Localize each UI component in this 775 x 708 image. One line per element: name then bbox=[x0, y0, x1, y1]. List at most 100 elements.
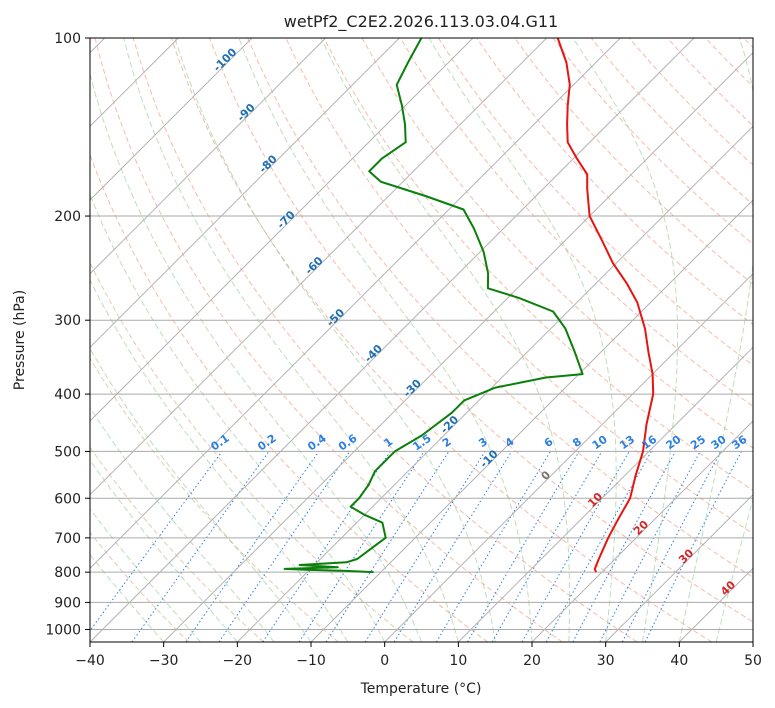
moist-adiabat bbox=[174, 38, 496, 642]
x-tick-label: 10 bbox=[449, 653, 467, 669]
y-tick-label: 800 bbox=[54, 565, 81, 581]
mixing-ratio-label: 13 bbox=[617, 433, 637, 452]
mixing-ratio-label: 0.2 bbox=[255, 432, 278, 454]
moist-adiabat bbox=[90, 347, 312, 642]
isotherm-label: -10 bbox=[477, 447, 500, 470]
mixing-ratio-label: 3 bbox=[476, 435, 490, 450]
dry-adiabat bbox=[132, 38, 638, 642]
y-tick-label: 600 bbox=[54, 491, 81, 507]
isotherm-label: -50 bbox=[324, 306, 347, 329]
y-tick-label: 400 bbox=[54, 387, 81, 403]
mixing-ratio-label: 10 bbox=[590, 433, 610, 453]
dry-adiabat bbox=[323, 38, 753, 492]
moist-adiabat bbox=[678, 38, 753, 642]
isotherm-gridline bbox=[90, 38, 474, 422]
mixing-ratio-line bbox=[545, 451, 652, 642]
moist-adiabat bbox=[715, 497, 753, 642]
isotherm-gridline bbox=[90, 38, 400, 349]
mixing-ratio-label: 25 bbox=[688, 433, 708, 452]
isotherm-gridline bbox=[90, 38, 621, 570]
isotherm-label: -60 bbox=[302, 254, 325, 277]
mixing-ratio-label: 0.4 bbox=[305, 431, 329, 453]
profile-lines bbox=[283, 38, 655, 574]
dewpoint-profile bbox=[283, 38, 584, 574]
isotherm-gridline bbox=[310, 199, 753, 642]
plot-frame bbox=[89, 37, 754, 643]
moist-adiabat bbox=[90, 406, 275, 642]
mixing-ratio-label: 20 bbox=[663, 433, 683, 453]
moist-adiabat bbox=[90, 278, 349, 642]
isotherm-gridline bbox=[457, 346, 753, 642]
mixing-ratio-line bbox=[572, 451, 676, 642]
y-tick-label: 700 bbox=[54, 531, 81, 547]
dry-adiabat bbox=[170, 38, 712, 642]
mixing-ratio-line bbox=[521, 451, 630, 642]
x-tick-label: −10 bbox=[296, 653, 326, 669]
mixing-ratio-line bbox=[435, 451, 552, 642]
mixing-ratio-label: 1 bbox=[382, 435, 396, 450]
mixing-ratio-line bbox=[298, 451, 425, 642]
mixing-ratio-line bbox=[218, 451, 351, 642]
y-tick-label: 1000 bbox=[45, 622, 81, 638]
positive-isotherm-label: 10 bbox=[585, 490, 605, 510]
positive-isotherm-label: 40 bbox=[718, 578, 738, 598]
isotherm-label: -80 bbox=[257, 152, 280, 175]
gridlines bbox=[90, 38, 753, 642]
isotherm-gridline bbox=[752, 641, 753, 642]
temperature-profile bbox=[556, 38, 655, 573]
isotherm-gridline bbox=[90, 38, 327, 275]
dry-adiabat bbox=[437, 38, 753, 366]
dry-adiabat bbox=[399, 38, 753, 408]
moist-adiabat bbox=[238, 38, 533, 642]
mixing-ratio-line bbox=[393, 451, 513, 642]
isotherm-gridline bbox=[384, 272, 753, 642]
dry-adiabat bbox=[743, 38, 753, 49]
isotherm-gridline bbox=[678, 567, 753, 642]
x-tick-label: −30 bbox=[149, 653, 179, 669]
line-labels: 0.1 0.2 0.4 0.6 1 1.5 2 3 4 6 8 10 13 16 20 25 30 36-100-… bbox=[208, 45, 749, 598]
isotherm-label: -100 bbox=[211, 45, 240, 74]
moist-adiabat bbox=[90, 72, 422, 642]
background-lines bbox=[90, 38, 753, 642]
dry-adiabat bbox=[90, 446, 264, 642]
isotherm-gridline bbox=[605, 493, 753, 642]
y-axis-title: Pressure (hPa) bbox=[12, 290, 28, 390]
mixing-ratio-line bbox=[325, 451, 450, 642]
isotherm-gridline bbox=[236, 125, 753, 642]
mixing-ratio-label: 1.5 bbox=[410, 432, 433, 454]
moist-adiabat bbox=[320, 38, 570, 642]
dry-adiabat bbox=[247, 38, 753, 578]
dry-adiabat bbox=[94, 38, 563, 642]
y-tick-label: 900 bbox=[54, 595, 81, 611]
mixing-ratio-label: 0.1 bbox=[208, 432, 231, 454]
moist-adiabat bbox=[123, 38, 459, 642]
isotherm-label: -40 bbox=[362, 342, 385, 365]
isotherm-gridline bbox=[531, 420, 753, 642]
positive-isotherm-label: 20 bbox=[631, 518, 651, 538]
isotherm-gridline bbox=[90, 38, 548, 496]
x-axis: −40 −30 −20 −10 0 10 20 30 40 50 bbox=[75, 642, 762, 669]
moist-adiabat bbox=[572, 38, 678, 642]
moist-adiabat bbox=[90, 459, 238, 642]
moist-adiabat bbox=[90, 507, 201, 642]
mixing-ratio-line bbox=[621, 451, 722, 642]
x-tick-label: 40 bbox=[670, 653, 688, 669]
mixing-ratio-label: 30 bbox=[709, 433, 729, 453]
mixing-ratio-line bbox=[90, 451, 223, 632]
y-tick-label: 500 bbox=[54, 444, 81, 460]
dry-adiabat bbox=[209, 38, 753, 623]
isotherm-label: -20 bbox=[438, 413, 461, 436]
x-tick-label: 0 bbox=[380, 653, 389, 669]
dry-adiabat bbox=[90, 153, 488, 642]
x-tick-label: 30 bbox=[597, 653, 615, 669]
mixing-ratio-line bbox=[185, 451, 320, 642]
moist-adiabat bbox=[428, 38, 617, 642]
mixing-ratio-line bbox=[644, 451, 742, 642]
moist-adiabat bbox=[90, 193, 386, 642]
dry-adiabat bbox=[514, 38, 753, 285]
isotherm-gridline bbox=[163, 51, 753, 642]
mixing-ratio-label: 36 bbox=[729, 433, 749, 453]
isotherm-label: -30 bbox=[401, 377, 424, 400]
isotherm-gridline bbox=[90, 38, 695, 642]
